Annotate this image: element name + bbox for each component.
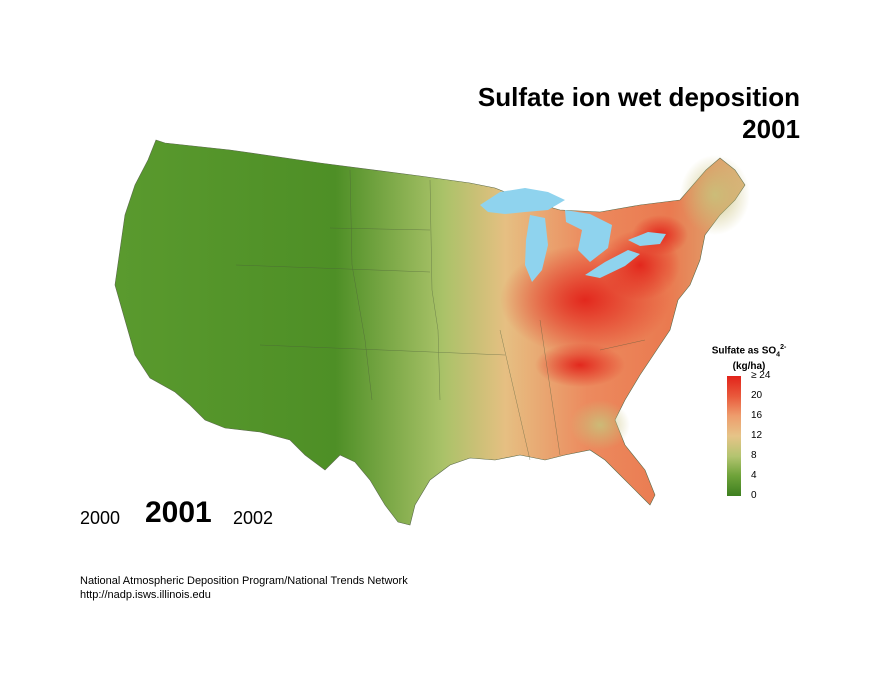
map-year-title: 2001 xyxy=(742,114,800,144)
legend-title-subscript: 4 xyxy=(776,351,781,359)
lake-michigan xyxy=(525,215,548,282)
lake-superior xyxy=(480,188,565,214)
legend-tick: 12 xyxy=(751,430,763,441)
georgia-region xyxy=(570,400,630,450)
map-title: Sulfate ion wet deposition xyxy=(477,82,800,112)
new-england-region xyxy=(680,155,750,235)
legend-title: Sulfate as SO42- (kg/ha) xyxy=(704,342,794,373)
legend-units: (kg/ha) xyxy=(732,361,766,373)
legend-tick: ≥ 24 xyxy=(751,370,771,381)
legend-tick: 8 xyxy=(751,450,757,461)
tennessee-hotspot xyxy=(535,343,625,387)
legend-tick: 20 xyxy=(751,390,763,401)
lake-ontario xyxy=(628,232,666,246)
prev-year-link[interactable]: 2000 xyxy=(80,508,121,528)
credit-organization: National Atmospheric Deposition Program/… xyxy=(80,575,408,587)
current-year: 2001 xyxy=(145,496,212,529)
legend-tick: 0 xyxy=(751,490,757,501)
lake-erie xyxy=(585,250,640,278)
credit-url[interactable]: http://nadp.isws.illinois.edu xyxy=(80,589,211,601)
state-boundaries xyxy=(235,169,646,461)
legend-color-bar xyxy=(727,376,741,496)
legend-title-superscript: 2- xyxy=(780,344,787,351)
legend-tick: 16 xyxy=(751,410,763,421)
next-year-link[interactable]: 2002 xyxy=(233,508,274,528)
legend-title-main: Sulfate as SO xyxy=(711,345,777,357)
legend-tick: 4 xyxy=(751,470,757,481)
lake-huron xyxy=(565,210,612,262)
